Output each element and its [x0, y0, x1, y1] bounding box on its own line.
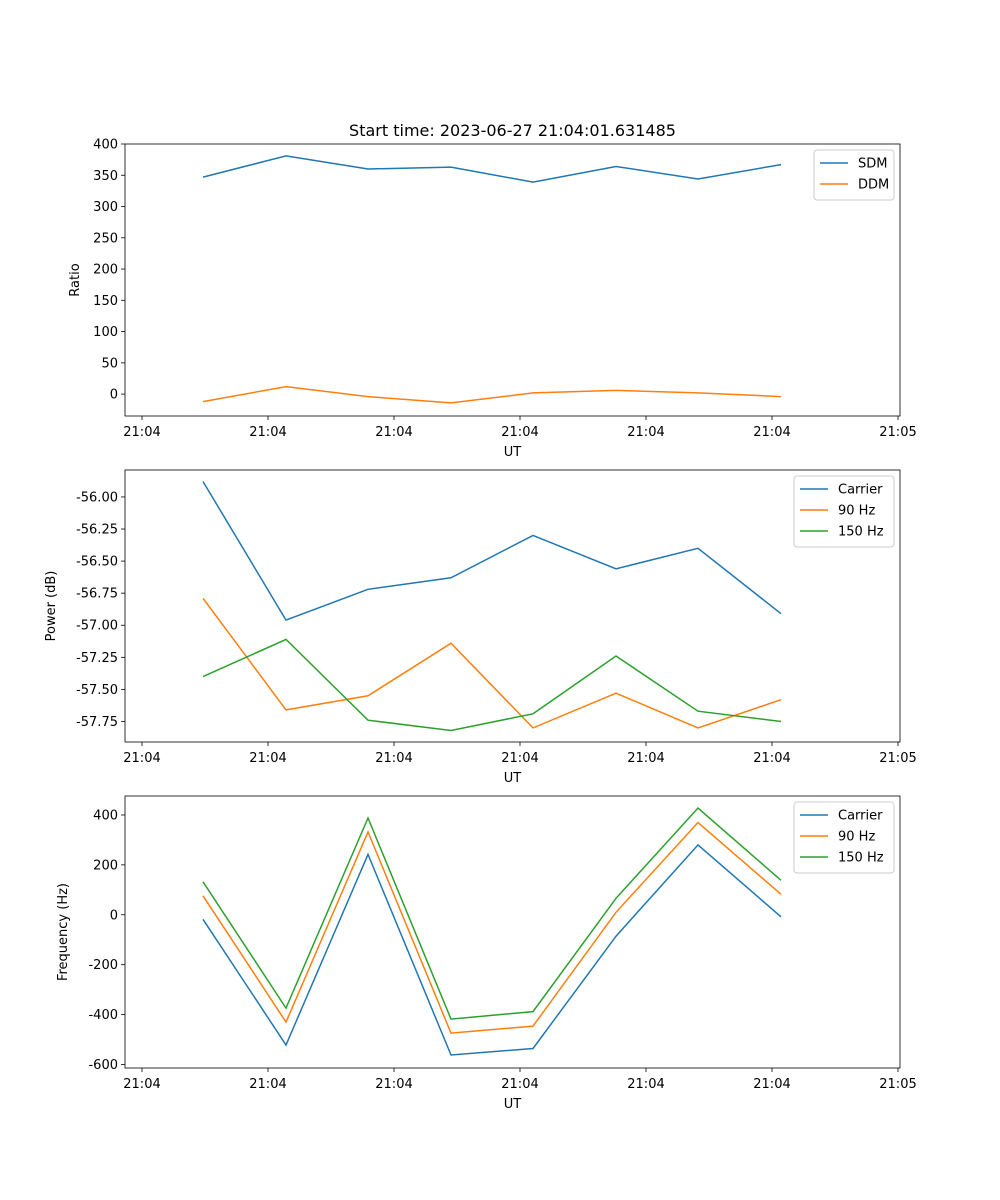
series-line-carrier [202, 843, 782, 1056]
x-tick-label: 21:04 [375, 425, 412, 440]
legend-label: DDM [858, 178, 889, 193]
legend: Carrier 90 Hz 150 Hz [793, 475, 895, 548]
y-tick-label: 250 [93, 231, 118, 246]
y-tick-label: 0 [110, 388, 118, 403]
x-tick-label: 21:04 [375, 1077, 412, 1092]
legend-label: 150 Hz [838, 525, 884, 540]
y-tick-label: 300 [93, 200, 118, 215]
x-tick-label: 21:04 [627, 1077, 664, 1092]
y-tick-label: -56.50 [76, 555, 118, 570]
x-tick-label: 21:04 [753, 751, 790, 766]
y-tick-label: -600 [88, 1058, 118, 1073]
y-tick-label: 400 [93, 808, 118, 823]
series-line-carrier [202, 481, 782, 622]
figure-title: Start time: 2023-06-27 21:04:01.631485 [349, 121, 676, 140]
series-line-150-hz [202, 806, 782, 1020]
y-tick-label: -57.50 [76, 683, 118, 698]
x-tick-label: 21:04 [123, 751, 160, 766]
y-tick-label: 50 [101, 356, 118, 371]
y-axis-label: Power (dB) [44, 571, 59, 642]
y-tick-label: -56.00 [76, 490, 118, 505]
x-axis-label: UT [504, 445, 522, 460]
x-tick-label: 21:05 [879, 425, 916, 440]
frequency-panel: 21:04 21:04 21:04 21:04 21:04 21:04 21:05 400 20… [56, 795, 917, 1112]
legend-label: SDM [858, 157, 887, 172]
x-tick-label: 21:04 [249, 751, 286, 766]
x-axis-label: UT [504, 1097, 522, 1112]
legend: SDM DDM [813, 149, 895, 201]
y-tick-label: -400 [88, 1008, 118, 1023]
legend: Carrier 90 Hz 150 Hz [793, 801, 895, 874]
legend-label: 90 Hz [838, 830, 875, 845]
y-tick-label: 200 [93, 858, 118, 873]
x-tick-label: 21:04 [375, 751, 412, 766]
x-tick-label: 21:04 [753, 1077, 790, 1092]
legend-box [793, 475, 895, 548]
x-tick-label: 21:04 [249, 425, 286, 440]
x-tick-label: 21:05 [879, 1077, 916, 1092]
y-tick-label: -57.00 [76, 619, 118, 634]
y-tick-label: 350 [93, 169, 118, 184]
y-tick-label: -56.75 [76, 587, 118, 602]
x-axis-label: UT [504, 771, 522, 786]
power-panel: 21:04 21:04 21:04 21:04 21:04 21:04 21:05 -56.0… [44, 469, 917, 786]
x-tick-label: 21:04 [123, 425, 160, 440]
y-tick-label: 200 [93, 263, 118, 278]
x-tick-label: 21:05 [879, 751, 916, 766]
y-axis-label: Ratio [68, 263, 83, 296]
axes-frame [124, 143, 901, 417]
series-line-90-hz [202, 821, 782, 1034]
legend-box [793, 801, 895, 874]
legend-label: Carrier [838, 809, 883, 824]
y-tick-label: 150 [93, 294, 118, 309]
legend-label: 150 Hz [838, 851, 884, 866]
y-tick-label: -57.75 [76, 715, 118, 730]
x-tick-label: 21:04 [753, 425, 790, 440]
series-line-150-hz [202, 638, 782, 732]
x-tick-label: 21:04 [501, 425, 538, 440]
x-tick-label: 21:04 [501, 1077, 538, 1092]
ratio-panel: 21:04 21:04 21:04 21:04 21:04 21:04 21:05 0 50 10… [68, 138, 917, 461]
axes-frame [124, 795, 901, 1069]
y-axis-label: Frequency (Hz) [56, 883, 71, 981]
y-tick-label: -57.25 [76, 651, 118, 666]
x-tick-label: 21:04 [501, 751, 538, 766]
x-tick-label: 21:04 [123, 1077, 160, 1092]
legend-label: 90 Hz [838, 504, 875, 519]
series-line-ddm [202, 385, 782, 404]
y-tick-label: 400 [93, 138, 118, 153]
x-tick-label: 21:04 [249, 1077, 286, 1092]
series-line-90-hz [202, 597, 782, 729]
y-tick-label: -200 [88, 958, 118, 973]
x-tick-label: 21:04 [627, 751, 664, 766]
axes-frame [124, 469, 901, 743]
series-line-sdm [202, 155, 782, 183]
legend-label: Carrier [838, 483, 883, 498]
y-tick-label: 100 [93, 325, 118, 340]
y-tick-label: 0 [110, 908, 118, 923]
x-tick-label: 21:04 [627, 425, 664, 440]
y-tick-label: -56.25 [76, 523, 118, 538]
